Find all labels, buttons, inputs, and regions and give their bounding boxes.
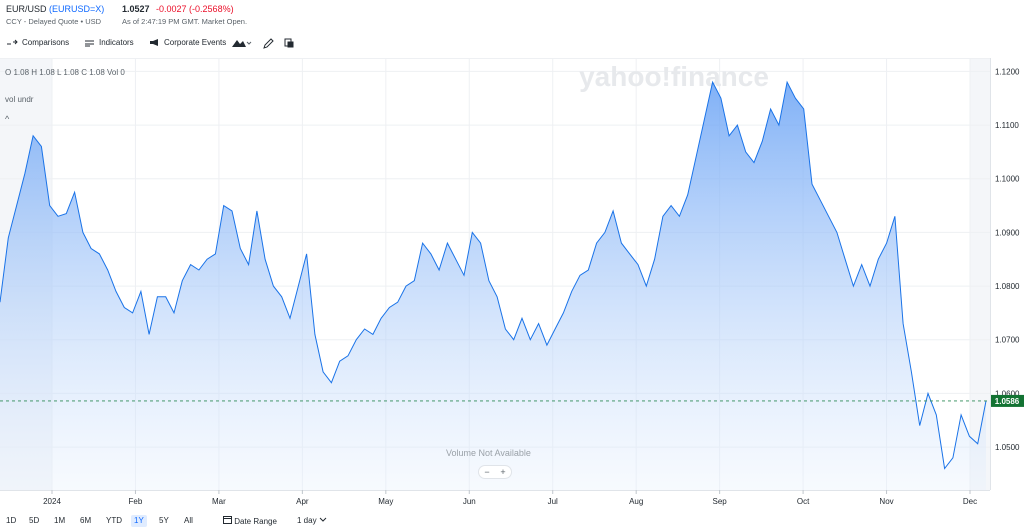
calendar-icon bbox=[223, 516, 232, 524]
y-tick-label: 1.1100 bbox=[995, 121, 1019, 130]
y-tick-label: 1.0600 bbox=[995, 389, 1020, 398]
range-all[interactable]: All bbox=[184, 516, 193, 525]
price-change: -0.0027 (-0.2568%) bbox=[156, 4, 234, 14]
price-line bbox=[0, 80, 987, 470]
x-tick-label: Sep bbox=[713, 497, 728, 506]
chevron-down-icon bbox=[319, 517, 327, 522]
corporate-events-button[interactable]: Corporate Events bbox=[149, 38, 226, 47]
indicators-button[interactable]: Indicators bbox=[84, 38, 134, 47]
range-1d[interactable]: 1D bbox=[6, 516, 17, 525]
draw-button[interactable] bbox=[262, 38, 278, 49]
y-tick-label: 1.1200 bbox=[995, 67, 1020, 76]
y-axis: 1.1200 1.1100 1.1000 1.0900 1.0800 1.0700 1.06… bbox=[995, 67, 1020, 452]
zoom-control: − + bbox=[478, 465, 512, 479]
copy-icon bbox=[284, 38, 294, 48]
comparisons-button[interactable]: Comparisons bbox=[6, 38, 69, 47]
quote-subtitle: CCY - Delayed Quote • USD bbox=[6, 17, 102, 26]
range-1m[interactable]: 1M bbox=[54, 516, 66, 525]
change-value: -0.0027 bbox=[156, 4, 187, 14]
symbol-name: EUR/USD bbox=[6, 4, 47, 14]
x-axis: 2024 Feb Mar Apr May Jun Jul Aug Sep Oct Nov Dec bbox=[43, 490, 977, 506]
y-tick-label: 1.0700 bbox=[995, 336, 1020, 345]
pencil-icon bbox=[263, 38, 274, 49]
copy-button[interactable] bbox=[284, 38, 299, 49]
change-percent: (-0.2568%) bbox=[189, 4, 234, 14]
x-tick-label: Mar bbox=[212, 497, 226, 506]
megaphone-icon bbox=[150, 39, 158, 46]
as-of-timestamp: As of 2:47:19 PM GMT. Market Open. bbox=[122, 17, 248, 26]
x-tick-label: Jul bbox=[548, 497, 558, 506]
y-tick-label: 1.1000 bbox=[995, 175, 1020, 184]
collapse-caret[interactable]: ^ bbox=[5, 114, 10, 124]
price-chart[interactable]: yahoo!finance 1.12001.11001.10001.09001.… bbox=[0, 58, 1024, 510]
symbol-title: EUR/USD (EURUSD=X) bbox=[6, 4, 104, 14]
y-tick-label: 1.0800 bbox=[995, 282, 1020, 291]
range-5y[interactable]: 5Y bbox=[159, 516, 169, 525]
range-6m[interactable]: 6M bbox=[80, 516, 92, 525]
range-ytd[interactable]: YTD bbox=[106, 516, 122, 525]
current-price-tag: 1.0586 bbox=[991, 394, 1024, 407]
date-range-button[interactable]: Date Range bbox=[220, 515, 280, 527]
volume-label: vol undr bbox=[5, 95, 34, 104]
x-tick-label: Apr bbox=[296, 497, 309, 506]
x-tick-label: Aug bbox=[629, 497, 643, 506]
x-tick-label: May bbox=[378, 497, 393, 506]
range-5d[interactable]: 5D bbox=[29, 516, 40, 525]
x-tick-label: 2024 bbox=[43, 497, 61, 506]
ticker-link[interactable]: (EURUSD=X) bbox=[49, 4, 105, 14]
comparisons-icon bbox=[7, 39, 18, 44]
quote-header: EUR/USD (EURUSD=X) CCY - Delayed Quote •… bbox=[0, 0, 1024, 32]
indicators-icon bbox=[85, 40, 94, 46]
chart-toolbar: Comparisons Indicators Corporate Events bbox=[0, 34, 1024, 54]
ohlc-readout: O 1.08 H 1.08 L 1.08 C 1.08 Vol 0 bbox=[5, 68, 125, 77]
zoom-in-button[interactable]: + bbox=[500, 467, 506, 477]
x-tick-label: Feb bbox=[129, 497, 143, 506]
y-tick-label: 1.0900 bbox=[995, 228, 1020, 237]
volume-not-available: Volume Not Available bbox=[446, 448, 531, 458]
watermark-logo: yahoo!finance bbox=[579, 61, 769, 92]
y-tick-label: 1.0500 bbox=[995, 443, 1020, 452]
range-1y[interactable]: 1Y bbox=[131, 515, 147, 527]
shaded-region bbox=[970, 58, 990, 490]
mountain-chart-icon bbox=[232, 40, 252, 47]
current-price: 1.0527 bbox=[122, 4, 150, 14]
current-price-tag-label: 1.0586 bbox=[995, 397, 1020, 406]
zoom-out-button[interactable]: − bbox=[484, 467, 490, 477]
x-tick-label: Dec bbox=[963, 497, 977, 506]
x-tick-label: Oct bbox=[797, 497, 810, 506]
chart-type-dropdown[interactable] bbox=[232, 38, 256, 47]
interval-dropdown[interactable]: 1 day bbox=[294, 515, 330, 527]
price-area bbox=[0, 82, 986, 490]
x-tick-label: Nov bbox=[879, 497, 893, 506]
range-bar: 1D 5D 1M 6M YTD 1Y 5Y All Date Range 1 d… bbox=[0, 512, 1024, 530]
x-tick-label: Jun bbox=[463, 497, 476, 506]
